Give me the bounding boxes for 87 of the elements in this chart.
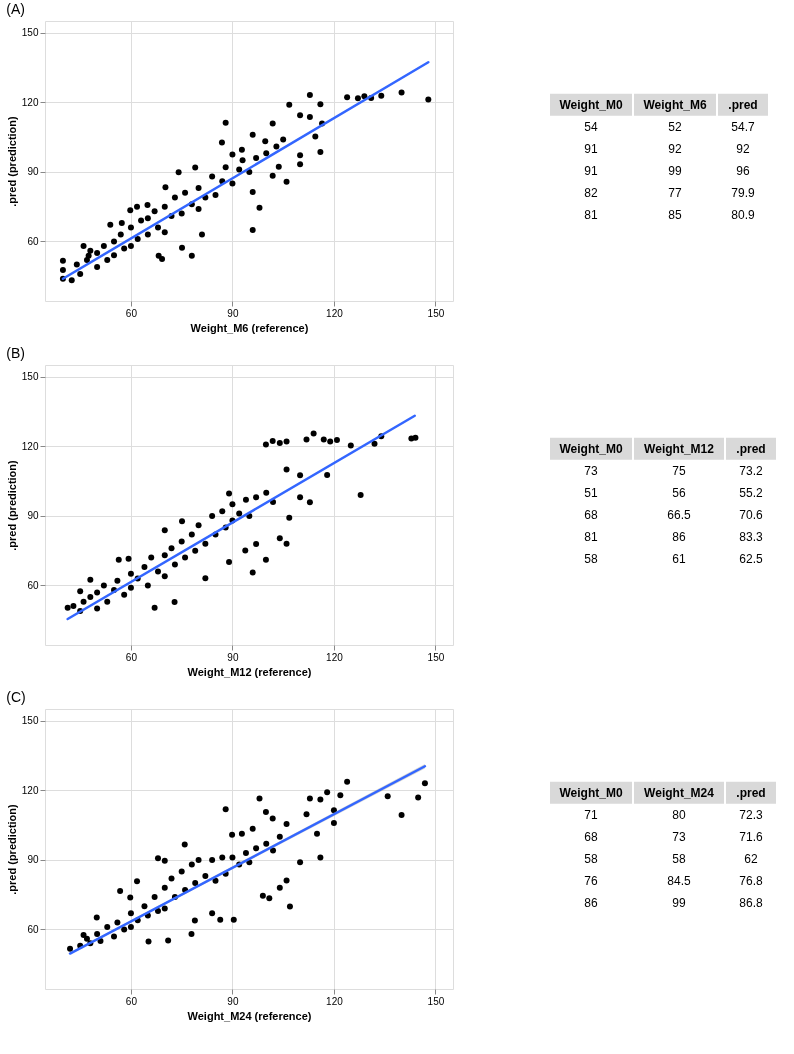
y-tick-label: 150 (21, 715, 39, 727)
y-tick-label: 90 (27, 854, 39, 866)
text: 79.9 (731, 185, 755, 200)
text: 86 (584, 896, 598, 911)
text: 85 (668, 208, 682, 223)
x-axis-title: Weight_M12 (reference) (187, 665, 312, 678)
y-tick-label: 120 (21, 784, 39, 796)
text: 73.2 (739, 463, 763, 478)
text: 58 (584, 552, 598, 567)
text: 81 (584, 529, 598, 544)
x-tick-label: 90 (227, 651, 239, 663)
y-tick-label: 150 (21, 27, 39, 39)
y-tick-label: 150 (21, 371, 39, 383)
text: 84.5 (667, 873, 691, 888)
text: 55.2 (739, 485, 763, 500)
chart-title: (A) (6, 1, 25, 17)
y-tick-label: 60 (27, 579, 39, 591)
text: 61 (672, 552, 686, 567)
x-tick-label: 60 (125, 307, 138, 319)
x-tick-label: 120 (326, 307, 344, 319)
category-label: .pred (728, 97, 758, 112)
category-label: .pred (736, 441, 766, 456)
x-tick-label: 150 (427, 651, 445, 663)
category-label: Weight_M0 (559, 441, 623, 456)
text: 52 (668, 119, 682, 134)
chart-title: (C) (6, 689, 26, 705)
text: 54 (584, 119, 598, 134)
text: 92 (668, 141, 682, 156)
text: 99 (668, 163, 682, 178)
y-tick-label: 60 (27, 235, 39, 247)
category-label: Weight_M12 (644, 441, 715, 456)
x-tick-label: 120 (326, 995, 344, 1007)
text: 76.8 (739, 873, 763, 888)
text: 92 (736, 141, 750, 156)
text: 72.3 (739, 807, 763, 822)
y-tick-label: 120 (21, 96, 39, 108)
text: 68 (584, 507, 598, 522)
text: 91 (584, 163, 598, 178)
category-label: Weight_M24 (644, 785, 715, 800)
x-tick-label: 60 (125, 995, 138, 1007)
text: 70.6 (739, 507, 763, 522)
y-tick-label: 90 (27, 510, 39, 522)
category-label: Weight_M0 (559, 97, 623, 112)
text: 66.5 (667, 507, 691, 522)
text: 62 (744, 851, 758, 866)
text: 73 (672, 829, 686, 844)
text: 86 (672, 529, 686, 544)
x-axis-title: Weight_M6 (reference) (190, 321, 309, 334)
text: 75 (672, 463, 686, 478)
category-label: Weight_M0 (559, 785, 623, 800)
y-axis-title: .pred (prediction) (5, 803, 18, 895)
text: 73 (584, 463, 598, 478)
text: 71.6 (739, 829, 763, 844)
x-tick-label: 150 (427, 995, 445, 1007)
x-axis-title: Weight_M24 (reference) (187, 1009, 312, 1022)
text: 51 (584, 485, 598, 500)
x-tick-label: 150 (427, 307, 445, 319)
y-tick-label: 90 (27, 166, 39, 178)
text: 83.3 (739, 529, 763, 544)
y-tick-label: 60 (27, 923, 39, 935)
x-tick-label: 90 (227, 995, 239, 1007)
x-tick-label: 90 (227, 307, 239, 319)
text: 80 (672, 807, 686, 822)
text: 62.5 (739, 552, 763, 567)
y-axis-title: .pred (prediction) (5, 115, 18, 207)
x-tick-label: 120 (326, 651, 344, 663)
y-axis-title: .pred (prediction) (5, 459, 18, 551)
text: 82 (584, 185, 598, 200)
text: 71 (584, 807, 598, 822)
y-tick-label: 120 (21, 440, 39, 452)
text: 77 (668, 185, 682, 200)
x-tick-label: 60 (125, 651, 138, 663)
text: 58 (584, 851, 598, 866)
text: 99 (672, 896, 686, 911)
text: 86.8 (739, 896, 763, 911)
chart-title: (B) (6, 345, 25, 361)
text: 58 (672, 851, 686, 866)
text: 54.7 (731, 119, 755, 134)
category-label: Weight_M6 (643, 97, 707, 112)
text: 80.9 (731, 208, 755, 223)
text: 96 (736, 163, 750, 178)
text: 81 (584, 208, 598, 223)
text: 68 (584, 829, 598, 844)
text: 56 (672, 485, 686, 500)
text: 76 (584, 873, 598, 888)
text: 91 (584, 141, 598, 156)
category-label: .pred (736, 785, 766, 800)
